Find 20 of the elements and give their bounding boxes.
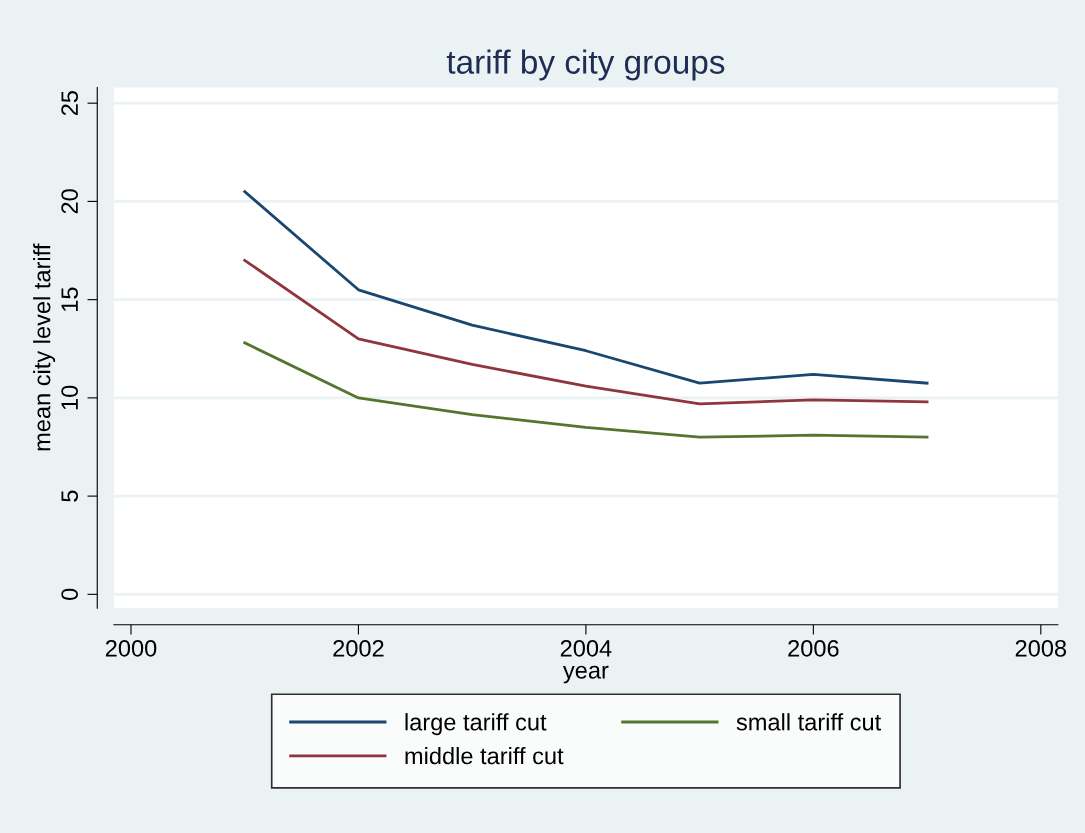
chart-title: tariff by city groups [446, 49, 725, 81]
line-series [243, 258, 929, 406]
legend-label: small tariff cut [736, 713, 882, 731]
legend-label: middle tariff cut [405, 746, 564, 765]
x-tick-label: 2006 [788, 639, 839, 657]
legend-label: large tariff cut [405, 713, 547, 736]
y-axis-title: mean city level tariff [33, 243, 56, 451]
y-tick-label: 20 [61, 189, 79, 214]
y-tick-label: 0 [61, 588, 79, 600]
line-series [243, 341, 929, 439]
line-series [243, 190, 929, 385]
y-tick-label: 15 [61, 287, 79, 311]
x-tick-label: 2008 [1015, 639, 1067, 657]
x-axis-title: year [563, 665, 609, 684]
y-tick-label: 5 [61, 490, 79, 502]
y-tick-label: 25 [61, 91, 79, 116]
x-tick-label: 2000 [105, 639, 157, 657]
x-tick-label: 2004 [560, 639, 612, 657]
x-tick-label: 2002 [333, 639, 384, 657]
y-tick-label: 10 [61, 385, 79, 410]
